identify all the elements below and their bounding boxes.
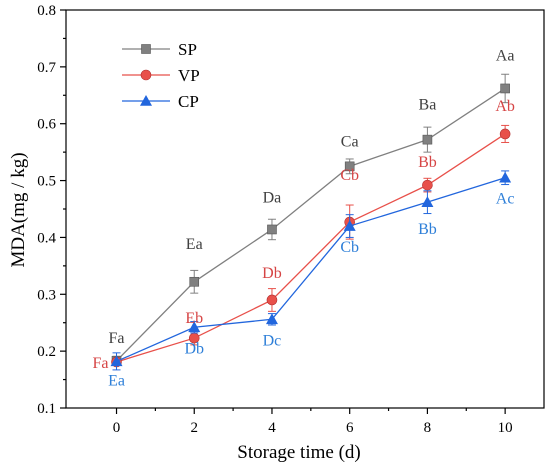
data-point — [500, 83, 510, 94]
data-point — [422, 179, 433, 191]
y-tick-label: 0.2 — [37, 344, 56, 360]
legend-marker — [140, 69, 152, 81]
legend-marker — [141, 44, 151, 54]
point-label: Ba — [419, 97, 437, 114]
data-point — [343, 220, 356, 231]
point-label: Fa — [93, 355, 109, 372]
data-point — [188, 321, 201, 333]
data-point — [266, 294, 278, 306]
y-tick-label: 0.3 — [37, 287, 56, 303]
legend-label: CP — [178, 92, 199, 111]
legend-marker — [140, 95, 152, 106]
series-line — [116, 177, 506, 362]
legend-label: VP — [178, 66, 200, 85]
point-label: Aa — [496, 47, 515, 64]
point-label: Bb — [418, 221, 437, 238]
legend-item-cp: CP — [122, 92, 199, 111]
point-label: Dc — [263, 332, 282, 349]
data-point — [499, 128, 511, 140]
series-sp — [111, 73, 510, 366]
point-label: Ea — [186, 236, 203, 253]
point-label: Ac — [496, 191, 515, 208]
point-label: Da — [263, 189, 282, 206]
data-point — [422, 134, 433, 145]
series-line — [116, 133, 506, 363]
legend-item-sp: SP — [122, 40, 197, 59]
axes: 0 2 4 6 8 10 0.1 0.2 0.3 0.4 0.5 0.6 0.7 0.8 — [37, 3, 545, 436]
legend-item-vp: VP — [122, 66, 200, 85]
point-label: Fa — [109, 330, 125, 347]
data-point — [421, 196, 434, 207]
y-tick-label: 0.4 — [37, 230, 56, 246]
y-tick-label: 0.6 — [37, 117, 56, 133]
point-label: Db — [262, 265, 282, 282]
series-line — [116, 87, 506, 362]
y-tick-label: 0.1 — [37, 401, 56, 417]
series-cp — [110, 170, 512, 371]
legend-label: SP — [178, 40, 197, 59]
point-label: Cb — [340, 239, 359, 256]
point-label: Cb — [340, 167, 359, 184]
data-point — [344, 161, 355, 172]
point-label: Ab — [495, 98, 515, 115]
x-tick-label: 10 — [498, 420, 513, 436]
series-layer — [110, 73, 512, 371]
x-tick-label: 0 — [113, 420, 121, 436]
y-axis-title: MDA(mg / kg) — [8, 152, 29, 267]
y-tick-label: 0.5 — [37, 174, 56, 190]
plot-frame — [65, 9, 545, 409]
point-label: Ea — [108, 372, 125, 389]
point-label: Db — [184, 340, 204, 357]
x-tick-label: 8 — [424, 420, 432, 436]
point-label: Eb — [185, 310, 203, 327]
legend: SP VP CP — [122, 40, 200, 111]
x-tick-label: 6 — [346, 420, 354, 436]
series-vp — [111, 124, 511, 368]
data-point — [267, 224, 277, 235]
x-tick-label: 2 — [190, 420, 198, 436]
data-point — [499, 171, 512, 183]
x-axis-title: Storage time (d) — [237, 442, 360, 463]
y-tick-label: 0.7 — [37, 60, 56, 76]
data-point — [265, 313, 278, 325]
y-tick-label: 0.8 — [37, 3, 56, 19]
x-tick-label: 4 — [268, 420, 276, 436]
data-point — [189, 276, 200, 287]
point-label: Bb — [418, 154, 437, 171]
data-point — [110, 355, 123, 367]
point-label: Ca — [341, 133, 359, 150]
